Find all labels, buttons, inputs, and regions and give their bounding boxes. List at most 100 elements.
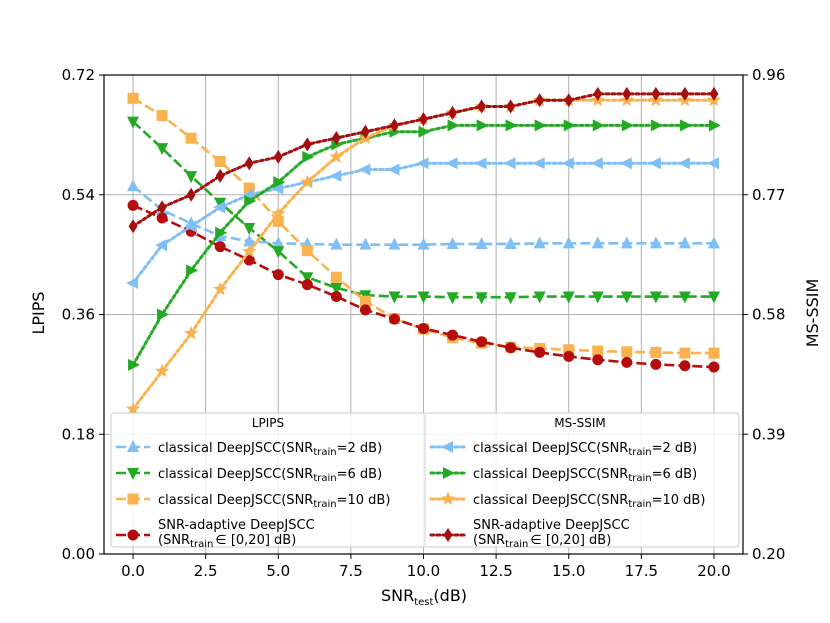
data-point	[678, 291, 691, 304]
data-point	[679, 347, 691, 359]
series-line	[132, 185, 714, 246]
legend-marker	[127, 493, 139, 505]
data-point	[533, 291, 546, 304]
data-point	[649, 291, 662, 304]
data-point	[475, 236, 488, 249]
data-point	[157, 200, 167, 215]
data-point	[213, 201, 226, 214]
data-point	[127, 92, 139, 104]
data-point	[213, 281, 228, 296]
data-point	[244, 156, 254, 171]
x-axis-label-tail: (dB)	[433, 586, 467, 605]
legend-entry: SNR-adaptive DeepJSCC(SNRtrain ∈ [0,20] d…	[429, 518, 630, 550]
data-point	[185, 132, 197, 144]
y-tick-label-left: 0.00	[62, 545, 95, 563]
data-point	[127, 179, 140, 192]
data-point	[156, 110, 168, 122]
data-point	[184, 220, 197, 233]
data-point	[649, 236, 662, 249]
data-point	[242, 188, 255, 201]
data-point	[128, 358, 141, 371]
x-axis-label: SNRtest(dB)	[381, 586, 467, 608]
data-point	[271, 206, 286, 220]
legend-label: SNR-adaptive DeepJSCC	[158, 518, 315, 533]
data-point	[127, 116, 140, 129]
data-point	[476, 336, 488, 348]
data-point	[592, 345, 604, 357]
x-tick-label: 17.5	[625, 562, 658, 580]
data-point	[156, 212, 168, 224]
legend: LPIPS MS-SSIM classical DeepJSCC(SNRtrain=…	[110, 412, 740, 550]
data-point	[300, 174, 315, 189]
data-point	[564, 93, 574, 108]
data-point	[648, 157, 661, 170]
data-point	[214, 197, 227, 210]
y-axis-label-left: LPIPS	[29, 291, 48, 334]
data-point	[388, 237, 401, 250]
legend-entry: SNR-adaptive DeepJSCC(SNRtrain ∈ [0,20] d…	[116, 518, 315, 550]
data-point	[360, 124, 370, 139]
data-point	[446, 236, 459, 249]
data-point	[535, 93, 545, 108]
x-axis-label-main: SNR	[381, 586, 414, 605]
data-point	[474, 157, 487, 170]
y-axis-label-right: MS-SSIM	[803, 279, 822, 348]
ticks: 0.0 2.5 5.0 7.5 10.0 12.5 15.0 17.5 20.0 0.00 0.18…	[62, 66, 786, 580]
x-tick-label: 7.5	[339, 562, 363, 580]
data-point	[532, 157, 545, 170]
data-point	[272, 246, 285, 259]
data-point	[273, 149, 283, 164]
data-point	[620, 291, 633, 304]
legend-entry: classical DeepJSCC(SNRtrain=2 dB)	[116, 440, 382, 458]
data-point	[709, 86, 719, 101]
data-point	[186, 264, 199, 277]
data-point	[563, 344, 575, 356]
data-point	[477, 99, 487, 114]
data-point	[417, 291, 430, 304]
data-point	[448, 105, 458, 120]
legend-label: classical DeepJSCC(SNRtrain=6 dB)	[473, 467, 697, 484]
data-point	[505, 119, 518, 132]
legend-marker	[127, 529, 139, 541]
data-point	[418, 322, 429, 334]
y-tick-label-left: 0.72	[62, 66, 95, 84]
data-point	[620, 236, 633, 249]
data-point	[621, 356, 633, 368]
data-point	[417, 237, 430, 250]
data-point	[416, 157, 429, 170]
x-tick-label: 12.5	[479, 562, 512, 580]
data-point	[359, 304, 371, 316]
data-point	[592, 354, 604, 366]
data-point	[301, 279, 313, 291]
data-point	[650, 346, 662, 358]
data-point	[708, 347, 720, 359]
data-point	[388, 313, 400, 325]
data-point	[272, 269, 284, 281]
data-point	[650, 119, 663, 132]
data-point	[125, 401, 141, 416]
data-point	[679, 119, 692, 132]
data-point	[301, 245, 313, 257]
data-point	[563, 119, 576, 132]
series-lpips-3	[127, 199, 720, 373]
data-point	[503, 157, 516, 170]
data-point	[591, 291, 604, 304]
data-point	[708, 119, 721, 132]
legend-marker	[440, 491, 456, 506]
data-point	[330, 282, 343, 295]
legend-header-lpips: LPIPS	[252, 416, 284, 430]
y-tick-label-left: 0.18	[62, 425, 95, 443]
legend-label: classical DeepJSCC(SNRtrain=6 dB)	[158, 467, 382, 484]
legend-label: classical DeepJSCC(SNRtrain=10 dB)	[158, 493, 390, 510]
data-point	[302, 137, 312, 152]
data-point	[419, 112, 428, 127]
legend-marker	[127, 468, 139, 480]
series-msssim-4	[126, 157, 719, 289]
data-point	[359, 237, 372, 250]
y-tick-label-left: 0.54	[62, 186, 95, 204]
legend-label: classical DeepJSCC(SNRtrain=10 dB)	[473, 493, 705, 510]
data-point	[358, 163, 371, 176]
series-layer	[125, 86, 722, 416]
data-point	[534, 119, 547, 132]
